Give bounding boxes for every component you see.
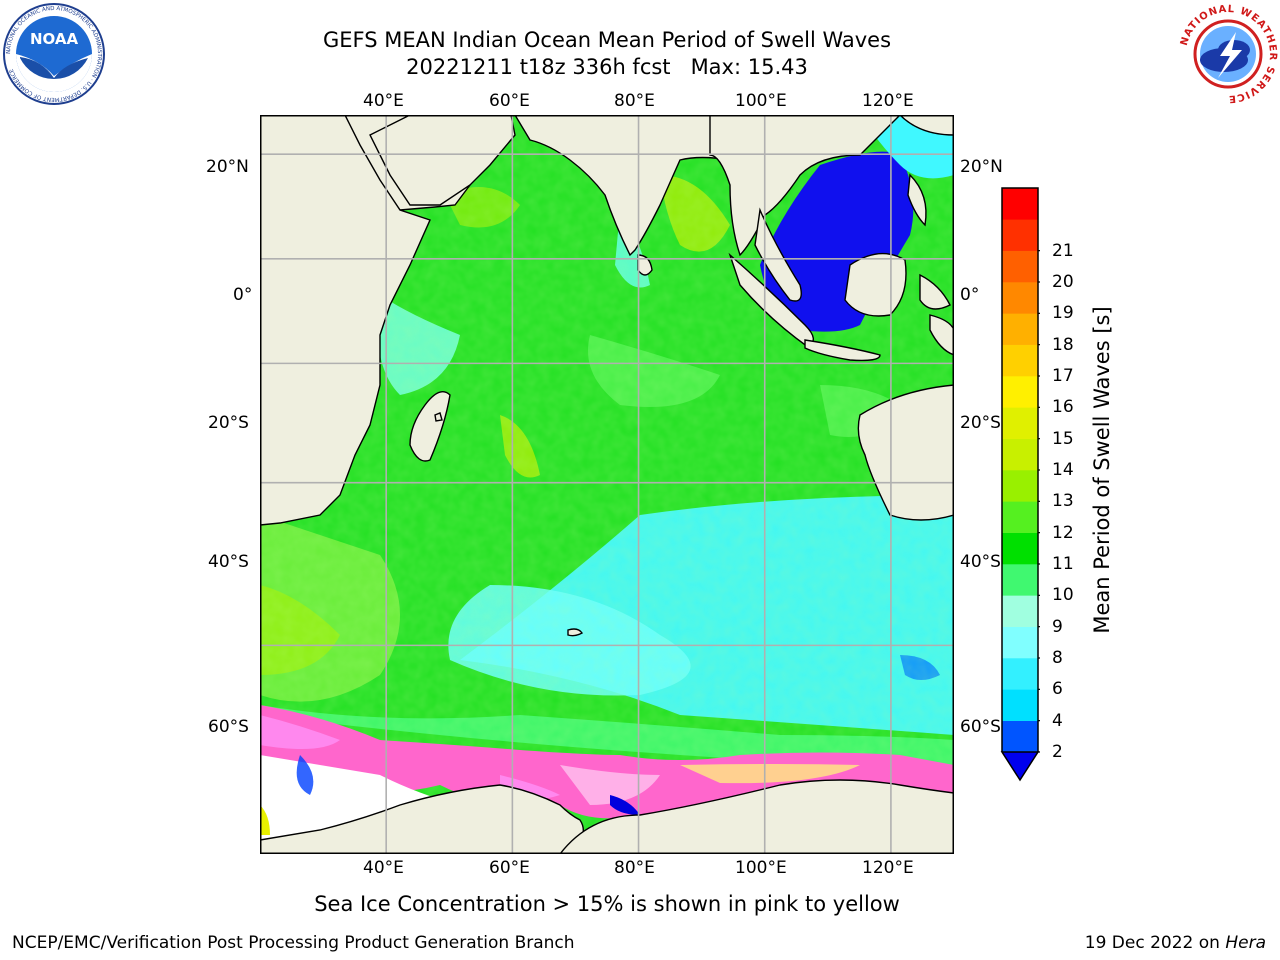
- colorbar-segment: [1002, 626, 1038, 659]
- colorbar-svg: [1000, 187, 1044, 782]
- colorbar-tick-label: 16: [1052, 397, 1074, 418]
- colorbar-segment: [1002, 250, 1038, 283]
- colorbar-segment: [1002, 219, 1038, 251]
- chart-title: GEFS MEAN Indian Ocean Mean Period of Sw…: [322, 28, 892, 52]
- colorbar-segment: [1002, 438, 1038, 471]
- top-lon-label-120e: 120°E: [862, 91, 914, 111]
- colorbar-segment: [1002, 344, 1038, 377]
- bottom-lon-label-60e: 60°E: [489, 858, 530, 878]
- colorbar-label: Mean Period of Swell Waves [s]: [1090, 306, 1114, 634]
- map-panel: [260, 115, 954, 854]
- colorbar-tick-label: 19: [1052, 303, 1074, 324]
- colorbar-tick-label: 14: [1052, 460, 1074, 480]
- sea-ice-caption: Sea Ice Concentration > 15% is shown in …: [314, 892, 900, 916]
- colorbar-segment: [1002, 595, 1038, 627]
- map-gridlines: [260, 115, 954, 854]
- colorbar-tick-label: 6: [1052, 679, 1063, 700]
- colorbar-tick-label: 12: [1052, 522, 1074, 543]
- colorbar-tick-label: 9: [1052, 616, 1063, 637]
- bottom-lon-label-40e: 40°E: [363, 858, 404, 878]
- noaa-logo-text: NOAA: [30, 30, 79, 48]
- colorbar-segment: [1002, 532, 1038, 565]
- colorbar-segment: [1002, 407, 1038, 439]
- landmasses: [260, 115, 954, 854]
- bottom-lon-label-120e: 120°E: [862, 858, 914, 878]
- colorbar-tick-label: 18: [1052, 334, 1074, 355]
- colorbar-tick-label: 8: [1052, 648, 1063, 668]
- colorbar-segment: [1002, 720, 1038, 753]
- chart-subtitle: 20221211 t18z 336h fcst Max: 15.43: [406, 55, 808, 79]
- right-lat-label-60s: 60°S: [960, 717, 1001, 737]
- map-frame: [260, 115, 954, 854]
- colorbar: [1000, 186, 1044, 786]
- colorbar-segment: [1002, 470, 1038, 502]
- noaa-logo: NOAA NATIONAL OCEANIC AND ATMOSPHERIC AD…: [2, 2, 106, 106]
- colorbar-tick-label: 11: [1052, 554, 1074, 574]
- colorbar-tick-label: 21: [1052, 240, 1074, 261]
- left-lat-label-20s: 20°S: [208, 413, 249, 433]
- footer-left: NCEP/EMC/Verification Post Processing Pr…: [12, 933, 575, 953]
- footer-right: 19 Dec 2022 on Hera: [1085, 933, 1266, 953]
- colorbar-tick-label: 13: [1052, 491, 1074, 512]
- left-lat-label-20n: 20°N: [206, 157, 249, 177]
- colorbar-tick-label: 4: [1052, 710, 1063, 731]
- colorbar-segment: [1002, 564, 1038, 596]
- bottom-lon-label-100e: 100°E: [735, 858, 787, 878]
- top-lon-label-80e: 80°E: [614, 91, 655, 111]
- top-lon-label-60e: 60°E: [489, 91, 530, 111]
- left-lat-label-60s: 60°S: [208, 717, 249, 737]
- colorbar-extend-triangle: [1000, 751, 1040, 782]
- bottom-lon-label-80e: 80°E: [614, 858, 655, 878]
- colorbar-segment: [1002, 658, 1038, 690]
- right-lat-label-0: 0°: [960, 285, 980, 305]
- colorbar-segment: [1002, 282, 1038, 314]
- colorbar-segment: [1002, 188, 1038, 220]
- sea-ice-band: [260, 705, 954, 819]
- colorbar-tick-label: 15: [1052, 428, 1074, 449]
- colorbar-segment: [1002, 313, 1038, 345]
- map-svg: [260, 115, 954, 854]
- footer-date: 19 Dec 2022 on: [1084, 933, 1226, 953]
- colorbar-tick-label: 2: [1052, 742, 1063, 762]
- colorbar-tick-label: 17: [1052, 366, 1074, 386]
- left-lat-label-40s: 40°S: [208, 552, 249, 572]
- colorbar-tick-label: 20: [1052, 272, 1074, 292]
- colorbar-segment: [1002, 376, 1038, 408]
- right-lat-label-20s: 20°S: [960, 413, 1001, 433]
- top-lon-label-40e: 40°E: [363, 91, 404, 111]
- colorbar-tick-label: 10: [1052, 585, 1074, 606]
- footer-host: Hera: [1225, 933, 1266, 953]
- colorbar-segment: [1002, 501, 1038, 533]
- nws-logo: NATIONAL WEATHER SERVICE: [1176, 2, 1280, 106]
- top-lon-label-100e: 100°E: [735, 91, 787, 111]
- right-lat-label-20n: 20°N: [960, 157, 1003, 177]
- right-lat-label-40s: 40°S: [960, 552, 1001, 572]
- colorbar-segment: [1002, 689, 1038, 721]
- left-lat-label-0: 0°: [233, 285, 253, 305]
